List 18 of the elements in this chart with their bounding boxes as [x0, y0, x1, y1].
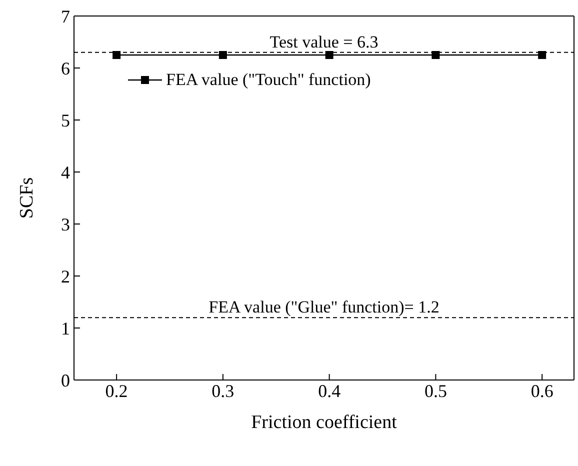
- x-tick-label: 0.4: [318, 380, 341, 401]
- ref-line-label: Test value = 6.3: [270, 32, 378, 52]
- y-tick-label: 1: [61, 318, 70, 338]
- y-tick-label: 6: [61, 58, 70, 78]
- y-tick-label: 5: [61, 110, 70, 130]
- x-tick-label: 0.5: [424, 380, 447, 401]
- legend-label: FEA value ("Touch" function): [166, 70, 371, 90]
- x-tick-label: 0.2: [105, 380, 128, 401]
- x-tick-label: 0.3: [212, 380, 234, 401]
- y-tick-label: 4: [61, 162, 70, 182]
- ref-line-label: FEA value ("Glue" function)= 1.2: [208, 298, 440, 317]
- y-tick-label: 3: [61, 214, 70, 234]
- y-tick-label: 2: [61, 266, 70, 286]
- y-axis-title: SCFs: [16, 177, 38, 219]
- x-tick-label: 0.6: [530, 380, 554, 401]
- y-tick-label: 7: [61, 6, 70, 26]
- y-tick-label: 0: [61, 370, 70, 390]
- x-axis-title: Friction coefficient: [251, 412, 398, 433]
